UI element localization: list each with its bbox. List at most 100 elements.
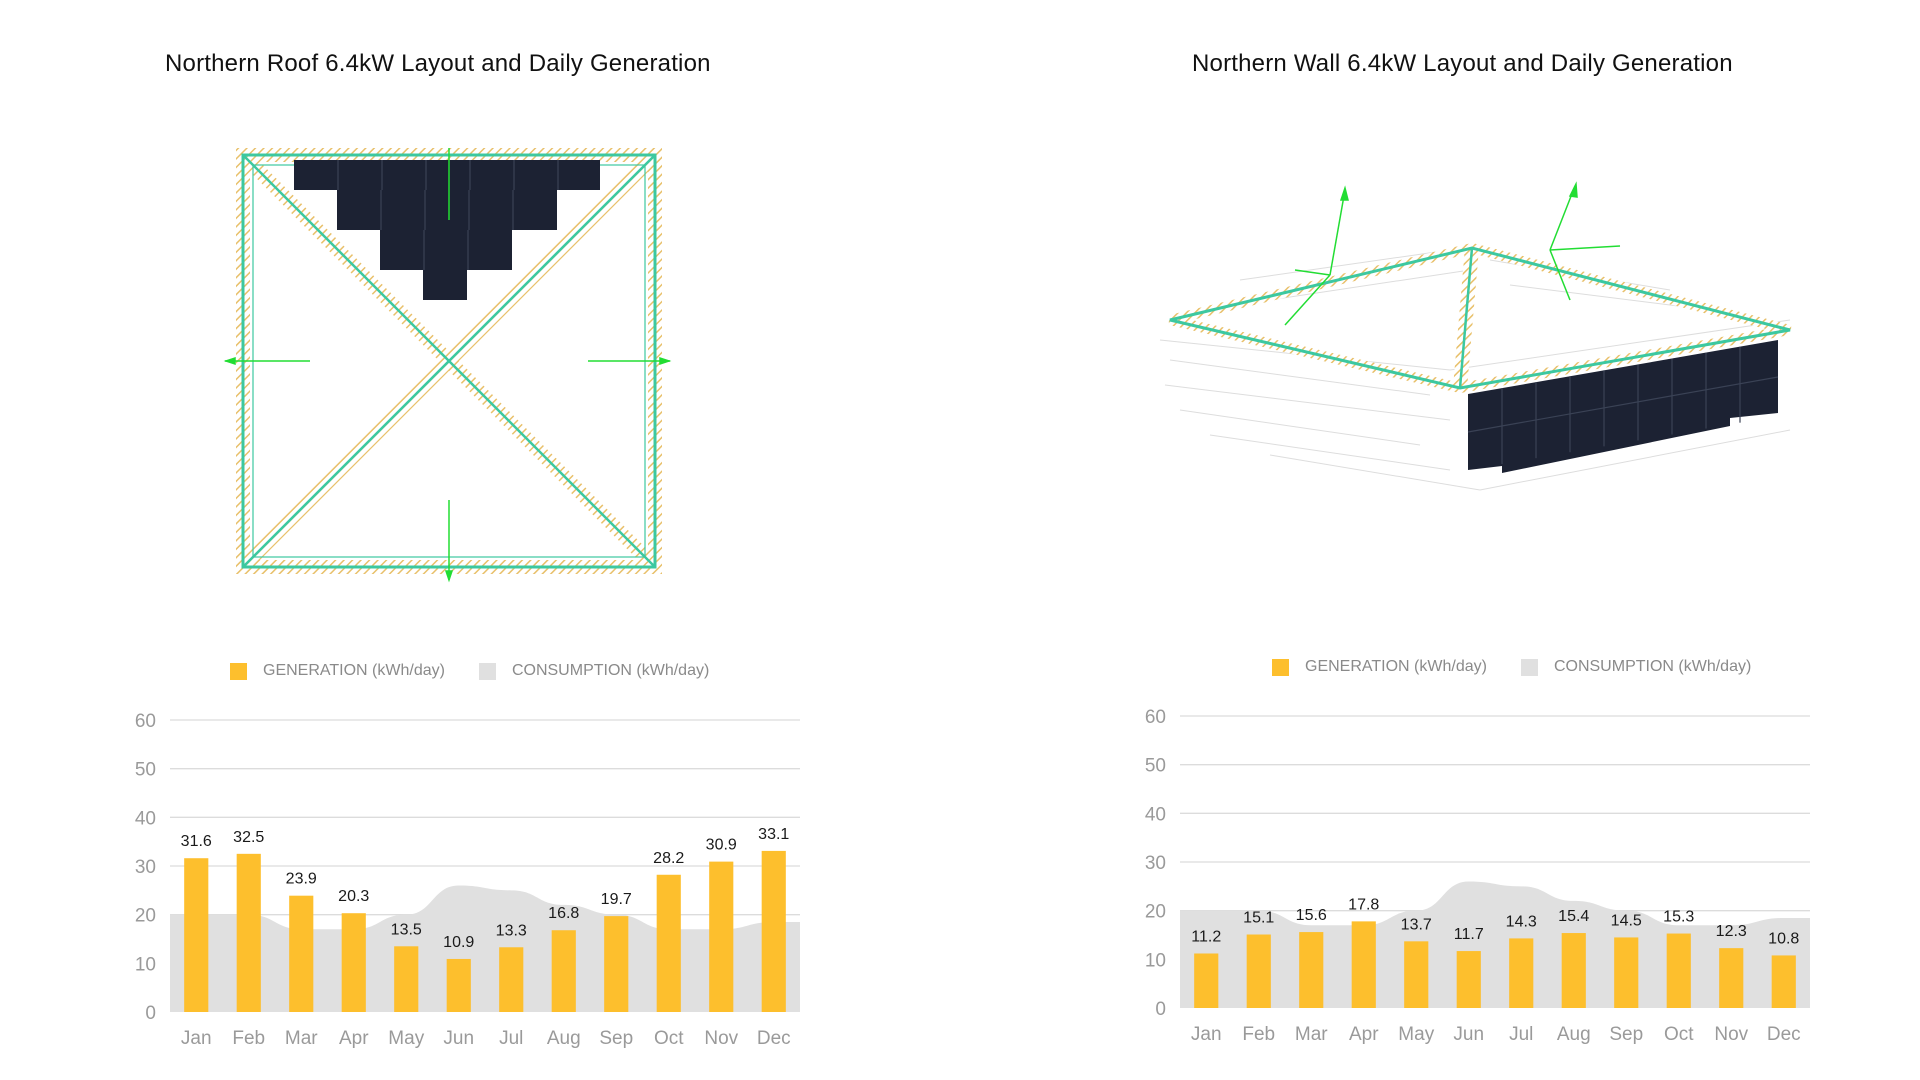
consumption-swatch [1520, 658, 1538, 676]
bar-value-label: 20.3 [338, 888, 369, 905]
bar-value-label: 23.9 [286, 871, 317, 888]
x-tick-label: Jan [181, 1028, 212, 1049]
bar-value-label: 19.7 [601, 891, 632, 908]
bar-value-label: 33.1 [758, 826, 789, 843]
legend-consumption-label: CONSUMPTION (kWh/day) [1553, 658, 1752, 675]
consumption-swatch [478, 662, 496, 680]
wall-roof-outline [1168, 242, 1792, 394]
roof-layout-diagram [223, 148, 672, 583]
x-tick-label: Oct [654, 1028, 684, 1049]
generation-bar [1351, 921, 1376, 1008]
x-tick-label: Dec [1767, 1024, 1801, 1045]
legend-item-consumption: CONSUMPTION (kWh/day) [478, 662, 710, 680]
x-tick-label: Apr [339, 1028, 369, 1049]
x-tick-label: Aug [1557, 1024, 1591, 1045]
y-tick-label: 0 [145, 1003, 156, 1024]
y-tick-label: 60 [1145, 707, 1166, 728]
generation-bar [551, 930, 576, 1012]
x-tick-label: Mar [1295, 1024, 1328, 1045]
legend-item-consumption: CONSUMPTION (kWh/day) [1520, 658, 1752, 676]
roof-panel: Northern Roof 6.4kW Layout and Daily Gen… [135, 50, 800, 1049]
bar-value-label: 13.3 [496, 922, 527, 939]
x-tick-label: Sep [599, 1028, 633, 1049]
legend-item-generation: GENERATION (kWh/day) [230, 662, 445, 680]
bar-value-label: 13.7 [1401, 916, 1432, 933]
solar-panel-row [294, 160, 600, 190]
y-tick-label: 30 [1145, 853, 1166, 874]
legend-generation-label: GENERATION (kWh/day) [263, 662, 445, 679]
y-tick-label: 60 [135, 711, 156, 732]
generation-bar [289, 895, 314, 1012]
generation-bar [1509, 938, 1534, 1008]
roof-direction-arrows [223, 148, 672, 583]
wall-chart-title: Northern Wall 6.4kW Layout and Daily Gen… [1192, 50, 1733, 77]
generation-bar [236, 853, 261, 1012]
generation-bar [761, 850, 786, 1012]
generation-bar [656, 874, 681, 1012]
roof-chart-legend: GENERATION (kWh/day) CONSUMPTION (kWh/da… [230, 662, 743, 680]
generation-bar [184, 858, 209, 1012]
bar-value-label: 17.8 [1348, 896, 1379, 913]
generation-bar [341, 913, 366, 1012]
generation-bar [446, 958, 471, 1012]
generation-bar [1666, 933, 1691, 1008]
wall-direction-arrows [1284, 181, 1621, 326]
y-tick-label: 40 [1145, 804, 1166, 825]
bar-value-label: 15.3 [1663, 909, 1694, 926]
roof-chart-title: Northern Roof 6.4kW Layout and Daily Gen… [165, 50, 711, 77]
generation-bar [1456, 951, 1481, 1008]
y-tick-label: 30 [135, 857, 156, 878]
solar-panel-row [423, 270, 467, 300]
generation-bar [394, 946, 419, 1012]
generation-bar [1719, 948, 1744, 1008]
bar-value-label: 32.5 [233, 829, 264, 846]
x-tick-label: Apr [1349, 1024, 1379, 1045]
y-tick-label: 10 [1145, 950, 1166, 971]
bar-value-label: 15.6 [1296, 907, 1327, 924]
wall-solar-panels [1467, 340, 1779, 473]
x-tick-label: Nov [704, 1028, 738, 1049]
wall-panel-array [1468, 340, 1778, 473]
x-tick-label: Jun [1453, 1024, 1484, 1045]
legend-consumption-label: CONSUMPTION (kWh/day) [511, 662, 710, 679]
generation-bar [1246, 934, 1271, 1008]
x-tick-label: Mar [285, 1028, 318, 1049]
wall-chart-legend: GENERATION (kWh/day) CONSUMPTION (kWh/da… [1272, 658, 1785, 676]
x-tick-label: Jan [1191, 1024, 1222, 1045]
consumption-area [1180, 881, 1810, 1008]
wall-generation-chart: 0 10 20 30 40 50 60 11.2 Jan 15.1 Feb 15.6 Mar 17.8 Ap… [1145, 707, 1810, 1045]
bar-value-label: 15.4 [1558, 908, 1589, 925]
generation-bar [604, 916, 629, 1012]
x-tick-label: Feb [1242, 1024, 1275, 1045]
wall-panel: Northern Wall 6.4kW Layout and Daily Gen… [960, 0, 1920, 1080]
generation-bar [1299, 932, 1324, 1008]
bar-value-label: 28.2 [653, 850, 684, 867]
y-tick-label: 20 [135, 906, 156, 927]
x-tick-label: Nov [1714, 1024, 1748, 1045]
generation-bar [1614, 937, 1639, 1008]
x-tick-label: Feb [232, 1028, 265, 1049]
y-tick-label: 0 [1155, 999, 1166, 1020]
generation-swatch [1272, 658, 1289, 676]
y-tick-label: 50 [1145, 756, 1166, 777]
generation-bar [1404, 941, 1429, 1008]
legend-generation-label: GENERATION (kWh/day) [1305, 658, 1487, 675]
bar-value-label: 11.7 [1454, 926, 1484, 943]
bar-value-label: 14.5 [1611, 912, 1642, 929]
legend-item-generation: GENERATION (kWh/day) [1272, 658, 1487, 676]
bar-value-label: 13.5 [391, 921, 422, 938]
generation-bar [709, 861, 734, 1012]
roof-generation-chart: 0 10 20 30 40 50 60 31.6 Jan 32.5 Feb 23.9 Mar 20.3 Ap… [135, 711, 800, 1049]
bar-value-label: 12.3 [1716, 923, 1747, 940]
x-tick-label: Sep [1609, 1024, 1643, 1045]
x-tick-label: Jun [443, 1028, 474, 1049]
generation-bar [1561, 933, 1586, 1008]
bar-value-label: 31.6 [181, 833, 212, 850]
x-tick-label: Dec [757, 1028, 791, 1049]
bar-value-label: 10.9 [443, 934, 474, 951]
bar-value-label: 10.8 [1768, 930, 1799, 947]
generation-swatch [230, 662, 247, 680]
x-tick-label: Aug [547, 1028, 581, 1049]
y-tick-label: 20 [1145, 902, 1166, 923]
generation-bar [1771, 955, 1796, 1008]
